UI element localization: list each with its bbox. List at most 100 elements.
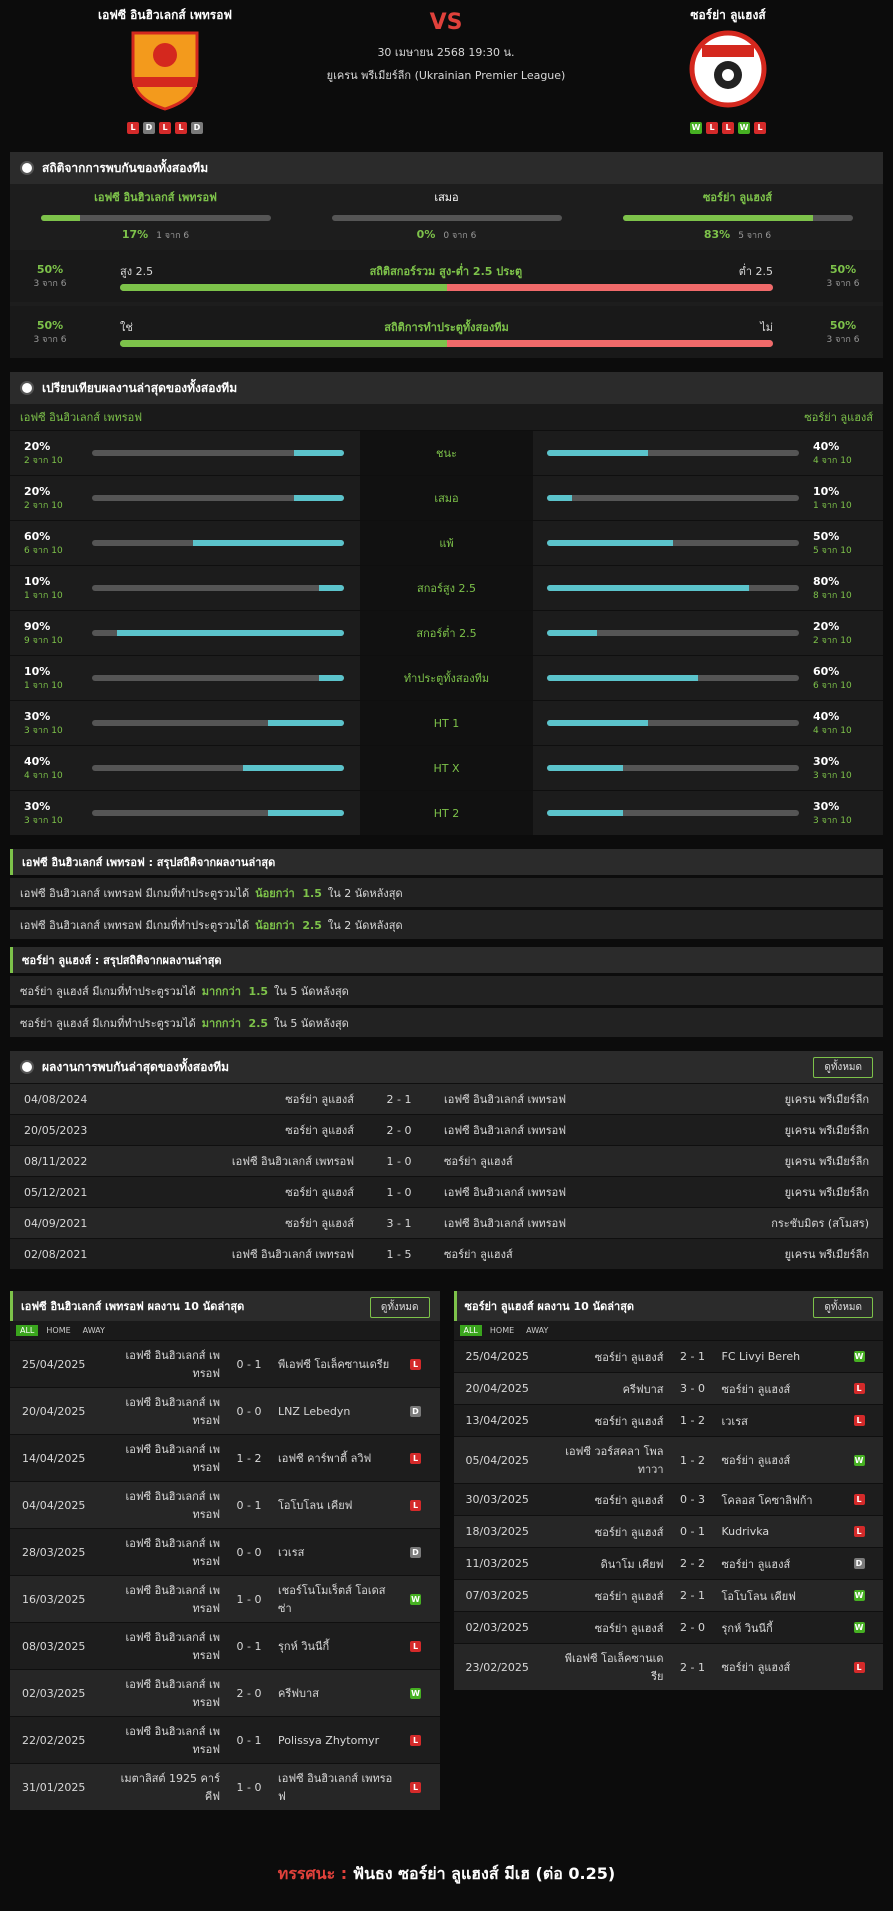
home-team: เอฟซี อินฮิวเลกส์ เพทรอฟ	[125, 1537, 220, 1568]
away-pct-label: 30%	[813, 754, 840, 768]
compare-label: สกอร์ต่ำ 2.5	[360, 611, 533, 655]
away-bar-track	[547, 540, 799, 546]
home-team: เมตาลิสต์ 1925 คาร์คีฟ	[120, 1772, 220, 1803]
away-bar	[547, 720, 648, 726]
tab[interactable]: HOME	[46, 1326, 71, 1335]
split-track	[120, 339, 773, 347]
tab[interactable]: AWAY	[82, 1326, 105, 1335]
form-badge: L	[754, 122, 766, 134]
section-title: เปรียบเทียบผลงานล่าสุดของทั้งสองทีม	[42, 380, 238, 395]
h2h-column: เสมอ 0% 0 จาก 6	[301, 188, 592, 242]
away-pct-label: 30%	[813, 799, 840, 813]
home-count: 2 จาก 10	[24, 455, 63, 466]
summary-text: ซอร์ย่า ลูแฮงส์ มีเกมที่ทำประตูรวมได้	[20, 1016, 196, 1030]
stat-row: 50% 3 จาก 6 ใช่ สถิติการทำประตูทั้งสองทีม ไม…	[10, 306, 883, 358]
away-side: 40% 4 จาก 10	[533, 431, 883, 475]
away-bar-track	[547, 630, 799, 636]
panel-title: เอฟซี อินฮิวเลกส์ เพทรอฟ ผลงาน 10 นัดล่า…	[21, 1300, 245, 1313]
home-team: ซอร์ย่า ลูแฮงส์	[594, 1350, 664, 1364]
tab[interactable]: ALL	[16, 1325, 39, 1336]
view-all-button[interactable]: ดูทั้งหมด	[369, 1297, 430, 1318]
away-team: Kudrivka	[721, 1525, 770, 1538]
stat-side: 50% 3 จาก 6	[10, 263, 90, 290]
date: 04/04/2025	[22, 1498, 86, 1512]
form-badge: L	[159, 122, 171, 134]
score: 1 - 2	[236, 1451, 262, 1465]
home-team: ครีฟบาส	[622, 1382, 664, 1396]
home-pct: 10% 1 จาก 10	[24, 665, 78, 692]
league: ยูเครน พรีเมียร์ลีก	[784, 1248, 869, 1261]
match-row: 30/03/2025 ซอร์ย่า ลูแฮงส์ 0 - 3 โคลอส โคซา…	[453, 1483, 883, 1515]
right-label: ต่ำ 2.5	[738, 264, 773, 278]
stat-pct: 50%	[36, 262, 64, 276]
tab[interactable]: HOME	[489, 1326, 515, 1335]
date: 28/03/2025	[22, 1545, 86, 1559]
score: 3 - 1	[386, 1216, 412, 1230]
home-pct-label: 10%	[24, 574, 51, 588]
score: 1 - 2	[680, 1453, 705, 1467]
column-label: เสมอ	[434, 191, 459, 204]
date: 04/08/2024	[24, 1092, 88, 1106]
tab[interactable]: AWAY	[526, 1326, 549, 1335]
summary-suffix: ใน 2 นัดหลังสุด	[327, 918, 403, 932]
match-row: 14/04/2025 เอฟซี อินฮิวเลกส์ เพทรอฟ 1 - 2 เ…	[10, 1434, 440, 1481]
away-pct: 50% 5 จาก 10	[813, 530, 867, 557]
summary: เอฟซี อินฮิวเลกส์ เพทรอฟ : สรุปสถิติจากผ…	[10, 849, 883, 939]
away-count: 6 จาก 10	[813, 680, 852, 691]
score: 1 - 0	[236, 1780, 262, 1794]
date: 25/04/2025	[22, 1357, 86, 1371]
date: 31/01/2025	[22, 1780, 86, 1794]
tabs: ALL HOME AWAY	[10, 1321, 440, 1340]
compare-row: 40% 4 จาก 10 HT X 30% 3 จาก 10	[10, 745, 883, 790]
result-badge: W	[410, 1593, 421, 1605]
column-label: เอฟซี อินฮิวเลกส์ เพทรอฟ	[94, 191, 217, 204]
date: 04/09/2021	[24, 1216, 88, 1230]
stat-pct: 50%	[829, 318, 857, 332]
home-pct-label: 10%	[24, 664, 51, 678]
league: ยูเครน พรีเมียร์ลีก	[784, 1186, 869, 1199]
home-count: 3 จาก 10	[24, 725, 63, 736]
match-row: 31/01/2025 เมตาลิสต์ 1925 คาร์คีฟ 1 - 0 เอฟ…	[10, 1763, 440, 1810]
column-pct: 17%	[121, 228, 149, 241]
score: 2 - 0	[236, 1686, 262, 1700]
panel-title: ซอร์ย่า ลูแฮงส์ ผลงาน 10 นัดล่าสุด	[464, 1300, 635, 1313]
home-bar-track	[92, 585, 344, 591]
view-all-button[interactable]: ดูทั้งหมด	[813, 1057, 873, 1078]
win-bar-track	[40, 215, 271, 221]
date: 20/04/2025	[22, 1404, 86, 1418]
home-bar	[268, 810, 344, 816]
home-team-name: เอฟซี อินฮิวเลกส์ เพทรอฟ	[98, 8, 232, 22]
form-badge: D	[191, 122, 203, 134]
date: 14/04/2025	[22, 1451, 86, 1465]
away-team: ซอร์ย่า ลูแฮงส์	[444, 1155, 513, 1168]
summary-highlight: น้อยกว่า 2.5	[255, 918, 322, 932]
win-bar	[622, 215, 814, 221]
league: กระชับมิตร (สโมสร)	[771, 1217, 869, 1230]
compare-row: 20% 2 จาก 10 เสมอ 10% 1 จาก 10	[10, 475, 883, 520]
away-pct: 80% 8 จาก 10	[813, 575, 867, 602]
result-badge: L	[410, 1358, 421, 1370]
view-all-button[interactable]: ดูทั้งหมด	[813, 1297, 873, 1318]
last10-panel: เอฟซี อินฮิวเลกส์ เพทรอฟ ผลงาน 10 นัดล่า…	[10, 1291, 440, 1810]
h2h-row: 20/05/2023 ซอร์ย่า ลูแฮงส์ 2 - 0 เอฟซี อินฮ…	[10, 1114, 883, 1145]
away-team: เอฟซี อินฮิวเลกส์ เพทรอฟ	[444, 1124, 567, 1137]
score: 1 - 5	[386, 1247, 412, 1261]
tab[interactable]: ALL	[459, 1325, 482, 1336]
summary-highlight: น้อยกว่า 1.5	[255, 886, 322, 900]
home-pct-label: 20%	[24, 439, 51, 453]
home-pct-label: 90%	[24, 619, 51, 633]
match-info: VS 30 เมษายน 2568 19:30 น. ยูเครน พรีเมี…	[296, 10, 596, 84]
score: 2 - 1	[680, 1350, 705, 1363]
h2h-columns: เอฟซี อินฮิวเลกส์ เพทรอฟ 17% 1 จาก 6 เสมอ 0%…	[10, 184, 883, 246]
home-pct: 30% 3 จาก 10	[24, 710, 78, 737]
summary-highlight: มากกว่า 1.5	[201, 984, 269, 998]
match-row: 20/04/2025 เอฟซี อินฮิวเลกส์ เพทรอฟ 0 - 0 L…	[10, 1387, 440, 1434]
stat-count: 3 จาก 6	[33, 334, 67, 345]
date: 08/03/2025	[22, 1639, 86, 1653]
result-badge: L	[853, 1383, 865, 1394]
summary-highlight: มากกว่า 2.5	[201, 1016, 269, 1030]
home-side: 10% 1 จาก 10	[10, 656, 360, 700]
home-team: เอฟซี อินฮิวเลกส์ เพทรอฟ	[125, 1678, 220, 1709]
win-bar-track	[622, 215, 853, 221]
split-track	[120, 283, 773, 291]
